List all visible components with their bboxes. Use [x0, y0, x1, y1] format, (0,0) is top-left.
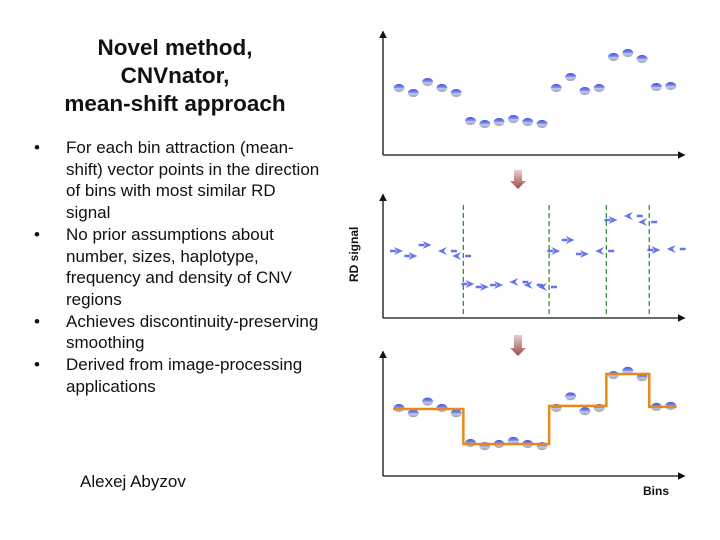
- data-point: [393, 84, 405, 92]
- segmentation-step-line: [393, 372, 677, 446]
- shift-arrow-icon: [538, 283, 557, 291]
- shift-arrow-icon: [561, 236, 575, 244]
- data-point: [622, 49, 634, 57]
- data-point: [407, 409, 419, 418]
- data-point: [565, 73, 577, 81]
- title-line: Novel method,: [97, 35, 253, 60]
- bullet-icon: •: [34, 224, 40, 244]
- data-point: [436, 84, 448, 92]
- data-point: [665, 82, 677, 90]
- shift-arrow-icon: [404, 252, 418, 260]
- data-point: [422, 78, 434, 86]
- shift-arrow-icon: [547, 247, 561, 255]
- data-point: [550, 84, 562, 92]
- data-point: [593, 84, 605, 92]
- shift-arrow-icon: [418, 241, 432, 249]
- bullet-text: Derived from image-processing applicatio…: [66, 355, 303, 396]
- shift-arrow-icon: [604, 216, 618, 224]
- data-point: [407, 89, 419, 97]
- shift-arrow-icon: [452, 252, 472, 260]
- slide-title: Novel method, CNVnator, mean-shift appro…: [40, 34, 310, 118]
- down-arrow-icon: [510, 170, 526, 189]
- title-line: CNVnator,: [120, 63, 230, 88]
- data-point: [579, 87, 591, 95]
- bullet-text: No prior assumptions about number, sizes…: [66, 224, 292, 309]
- data-point: [450, 409, 462, 418]
- bullet-text: For each bin attraction (mean-shift) vec…: [66, 138, 320, 223]
- data-point: [608, 53, 619, 61]
- y-axis-label: RD signal: [347, 227, 361, 282]
- data-point: [450, 89, 462, 97]
- data-point: [507, 115, 519, 123]
- bullet-text: Achieves discontinuity-preserving smooth…: [66, 311, 319, 353]
- shift-arrow-icon: [461, 280, 475, 288]
- down-arrow-icon: [510, 335, 526, 356]
- data-point: [536, 120, 548, 128]
- data-point: [493, 118, 505, 126]
- bullet-icon: •: [34, 138, 40, 157]
- shift-arrow-icon: [647, 246, 661, 254]
- bullet-item: • For each bin attraction (mean-shift) ve…: [30, 137, 320, 224]
- shift-arrow-icon: [490, 281, 504, 289]
- shift-arrow-icon: [437, 247, 457, 255]
- data-point: [565, 392, 577, 401]
- x-axis-label: Bins: [643, 484, 669, 498]
- shift-arrow-icon: [595, 247, 615, 255]
- title-line: mean-shift approach: [64, 91, 286, 116]
- data-point: [465, 117, 476, 125]
- author-name: Alexej Abyzov: [80, 472, 186, 491]
- shift-arrow-icon: [475, 283, 489, 291]
- shift-arrow-icon: [666, 245, 686, 253]
- shift-arrow-icon: [638, 218, 658, 226]
- bullet-list: • For each bin attraction (mean-shift) ve…: [30, 137, 320, 397]
- shift-arrow-icon: [623, 212, 643, 220]
- shift-arrow-icon: [575, 250, 589, 258]
- data-point: [479, 120, 491, 128]
- shift-arrow-icon: [509, 278, 529, 286]
- data-point: [636, 55, 648, 63]
- data-point: [522, 118, 534, 126]
- data-point: [650, 83, 662, 91]
- shift-arrow-icon: [390, 247, 403, 255]
- data-point: [422, 397, 434, 406]
- shift-arrow-icon: [523, 281, 543, 289]
- bullet-icon: •: [34, 311, 40, 331]
- bullet-item: • Achieves discontinuity-preserving smoot…: [30, 311, 320, 354]
- bullet-item: • No prior assumptions about number, size…: [30, 224, 320, 311]
- bullet-item: • Derived from image-processing applicati…: [30, 354, 320, 397]
- bullet-icon: •: [34, 355, 40, 375]
- data-point: [579, 407, 591, 416]
